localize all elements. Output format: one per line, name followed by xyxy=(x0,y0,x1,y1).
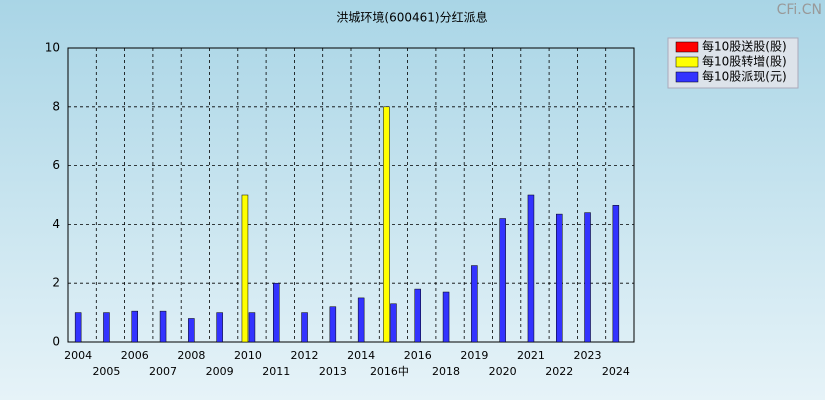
y-tick-label: 6 xyxy=(52,158,60,172)
bar xyxy=(216,312,223,343)
legend-swatch xyxy=(675,56,699,68)
x-tick-label: 2006 xyxy=(121,349,149,362)
x-tick-label: 2023 xyxy=(574,349,602,362)
bar xyxy=(499,218,506,343)
bar xyxy=(471,265,478,343)
bar xyxy=(301,312,308,343)
legend-label: 每10股转增(股) xyxy=(702,54,787,69)
y-tick-label: 10 xyxy=(45,41,60,55)
x-tick-label: 2019 xyxy=(460,349,488,362)
x-tick-label: 2005 xyxy=(92,365,120,378)
bar xyxy=(383,106,390,343)
bar xyxy=(556,213,563,343)
y-tick-label: 8 xyxy=(52,99,60,113)
bar xyxy=(390,303,397,343)
x-tick-label: 2021 xyxy=(517,349,545,362)
x-tick-label: 2012 xyxy=(291,349,319,362)
bar xyxy=(584,212,591,343)
legend-swatch xyxy=(675,71,699,83)
bar xyxy=(442,291,450,343)
bar xyxy=(241,194,249,343)
x-tick-label: 2007 xyxy=(149,365,177,378)
bar xyxy=(414,288,421,343)
bar xyxy=(612,205,620,343)
x-tick-label: 2004 xyxy=(64,349,92,362)
bar xyxy=(188,318,195,343)
y-tick-label: 2 xyxy=(52,276,60,290)
x-tick-label: 2014 xyxy=(347,349,375,362)
bar xyxy=(248,312,256,343)
x-tick-label: 2016 xyxy=(404,349,432,362)
legend-label: 每10股送股(股) xyxy=(702,39,787,54)
bar xyxy=(74,312,82,343)
x-tick-label: 2022 xyxy=(545,365,573,378)
x-tick-label: 2024 xyxy=(602,365,630,378)
bar xyxy=(527,194,535,343)
x-tick-label: 2016中 xyxy=(370,365,409,378)
bar xyxy=(329,306,337,343)
bar xyxy=(103,312,110,343)
x-tick-label: 2009 xyxy=(206,365,234,378)
y-tick-label: 4 xyxy=(52,217,60,231)
bar xyxy=(273,282,280,343)
bar xyxy=(159,310,167,343)
bar xyxy=(357,297,365,343)
x-tick-label: 2020 xyxy=(489,365,517,378)
y-tick-label: 0 xyxy=(52,335,60,349)
legend-swatch xyxy=(675,41,699,53)
x-tick-label: 2010 xyxy=(234,349,262,362)
x-tick-label: 2013 xyxy=(319,365,347,378)
legend-label: 每10股派现(元) xyxy=(702,69,787,84)
x-tick-label: 2008 xyxy=(177,349,205,362)
plot-frame xyxy=(67,47,635,343)
x-tick-label: 2011 xyxy=(262,365,290,378)
chart-title: 洪城环境(600461)分红派息 xyxy=(336,10,487,25)
bar xyxy=(131,310,138,343)
watermark: CFi.CN xyxy=(777,2,822,18)
x-tick-label: 2018 xyxy=(432,365,460,378)
